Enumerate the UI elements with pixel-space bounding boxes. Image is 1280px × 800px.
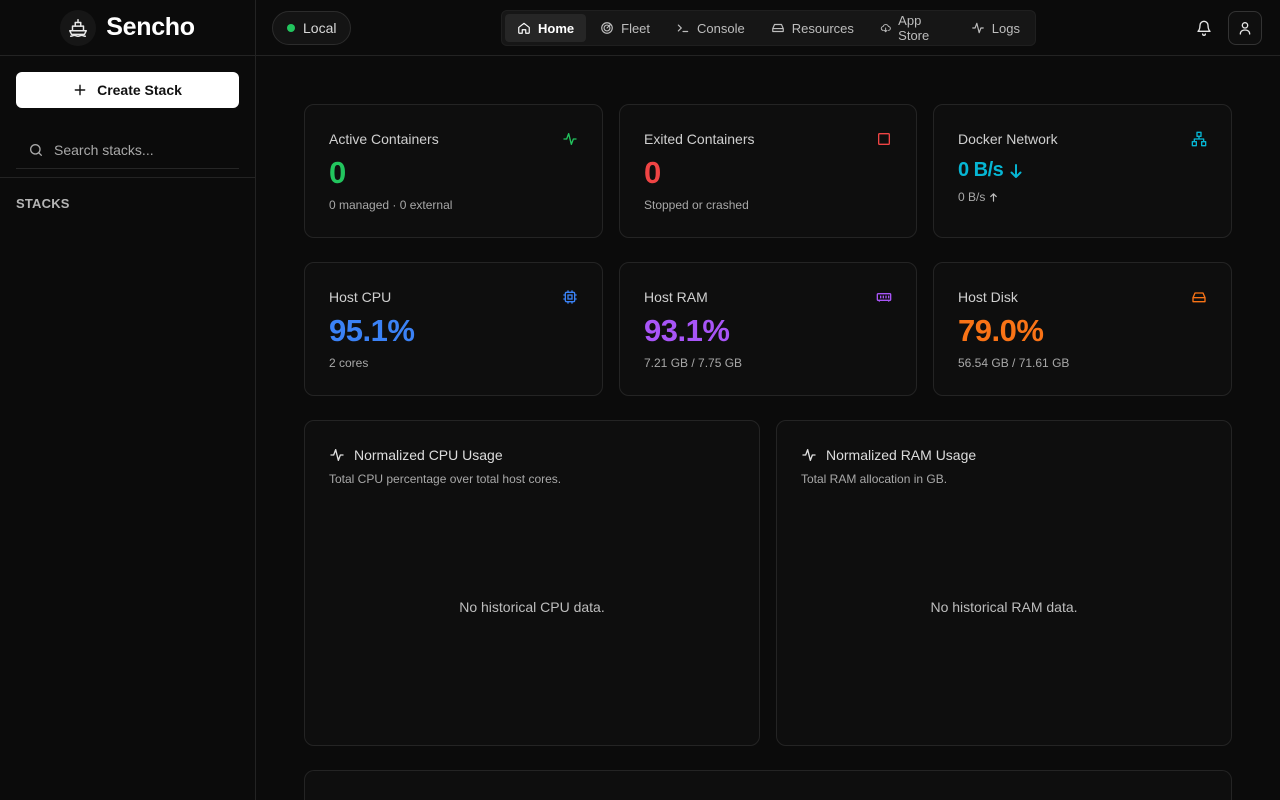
stat-title: Exited Containers	[644, 131, 755, 147]
home-icon	[518, 22, 530, 34]
notifications-button[interactable]	[1187, 11, 1221, 45]
active-containers-card: Active Containers 0 0 managed · 0 extern…	[304, 104, 603, 238]
tab-console-label: Console	[697, 20, 745, 36]
host-cpu-value: 95.1%	[329, 313, 415, 348]
host-disk-card: Host Disk 79.0% 56.54 GB / 71.61 GB	[933, 262, 1232, 396]
network-tx-value: 0 B/s	[958, 190, 999, 204]
host-cpu-sub: 2 cores	[329, 356, 369, 370]
tab-resources-label: Resources	[791, 20, 854, 36]
cpu-icon	[563, 290, 577, 304]
cpu-chart-title: Normalized CPU Usage	[329, 447, 503, 463]
ram-chart-title-text: Normalized RAM Usage	[826, 447, 977, 463]
activity-icon	[802, 449, 816, 461]
tab-resources[interactable]: Resources	[759, 14, 866, 42]
active-containers-value: 0	[329, 155, 346, 190]
node-status-dot	[287, 24, 295, 32]
host-cpu-card: Host CPU 95.1% 2 cores	[304, 262, 603, 396]
radar-icon	[601, 22, 613, 34]
main-nav: Home Fleet Console Resources App Store L…	[501, 10, 1036, 46]
next-panel-card	[304, 770, 1232, 800]
tab-app-store[interactable]: App Store	[868, 13, 957, 43]
stat-title: Active Containers	[329, 131, 439, 147]
ram-usage-chart-card: Normalized RAM Usage Total RAM allocatio…	[776, 420, 1232, 746]
stacks-section-label: STACKS	[16, 196, 70, 211]
user-icon	[1239, 22, 1251, 35]
tab-console[interactable]: Console	[664, 14, 757, 42]
exited-containers-value: 0	[644, 155, 661, 190]
activity-icon	[330, 449, 344, 461]
docker-network-card: Docker Network 0 B/s 0 B/s	[933, 104, 1232, 238]
tab-home-label: Home	[538, 20, 575, 36]
cpu-chart-title-text: Normalized CPU Usage	[354, 447, 503, 463]
terminal-icon	[677, 24, 689, 33]
host-disk-sub: 56.54 GB / 71.61 GB	[958, 356, 1070, 370]
stat-title: Docker Network	[958, 131, 1058, 147]
network-tx-text: 0 B/s	[958, 190, 986, 204]
search-icon	[30, 144, 42, 156]
memory-icon	[876, 293, 892, 302]
stack-search	[16, 132, 239, 169]
ram-chart-description: Total RAM allocation in GB.	[801, 472, 948, 486]
stat-title: Host RAM	[644, 289, 708, 305]
tab-home[interactable]: Home	[505, 14, 587, 42]
host-ram-card: Host RAM 93.1% 7.21 GB / 7.75 GB	[619, 262, 917, 396]
brand-name: Sencho	[106, 13, 195, 41]
cpu-chart-empty-state: No historical CPU data.	[459, 599, 605, 615]
search-input[interactable]	[54, 142, 234, 158]
node-selector[interactable]: Local	[272, 11, 352, 45]
ship-logo-icon	[60, 9, 97, 46]
drive-icon	[771, 23, 784, 33]
stat-title: Host Disk	[958, 289, 1018, 305]
ram-chart-empty-state: No historical RAM data.	[930, 599, 1078, 615]
bell-icon	[1197, 20, 1211, 36]
host-ram-value: 93.1%	[644, 313, 730, 348]
host-ram-sub: 7.21 GB / 7.75 GB	[644, 356, 743, 370]
network-rx-text: 0 B/s	[958, 159, 1004, 181]
brand[interactable]: Sencho	[0, 0, 255, 56]
activity-icon	[563, 133, 577, 145]
tab-fleet-label: Fleet	[621, 20, 651, 36]
create-stack-label: Create Stack	[97, 82, 182, 98]
arrow-down-icon	[1010, 163, 1022, 178]
arrow-up-icon	[990, 192, 998, 202]
node-label: Local	[303, 20, 337, 36]
ram-chart-title: Normalized RAM Usage	[801, 447, 976, 463]
user-menu-button[interactable]	[1228, 11, 1262, 45]
tab-logs[interactable]: Logs	[959, 14, 1032, 42]
plus-icon	[74, 84, 86, 96]
cpu-usage-chart-card: Normalized CPU Usage Total CPU percentag…	[304, 420, 760, 746]
network-icon	[1191, 131, 1207, 147]
hard-drive-icon	[1192, 292, 1206, 303]
network-rx-value: 0 B/s	[958, 159, 1025, 182]
exited-containers-sub: Stopped or crashed	[644, 198, 749, 212]
host-disk-value: 79.0%	[958, 313, 1044, 348]
active-containers-sub: 0 managed · 0 external	[329, 198, 453, 212]
tab-app-store-label: App Store	[898, 13, 930, 43]
cloud-download-icon	[880, 24, 891, 33]
tab-fleet[interactable]: Fleet	[588, 14, 662, 42]
sidebar-divider	[0, 177, 255, 178]
create-stack-button[interactable]: Create Stack	[16, 72, 239, 108]
stat-title: Host CPU	[329, 289, 392, 305]
activity-icon	[971, 22, 984, 34]
sidebar: Sencho Create Stack STACKS	[0, 0, 256, 800]
tab-logs-label: Logs	[991, 20, 1020, 36]
exited-containers-card: Exited Containers 0 Stopped or crashed	[619, 104, 917, 238]
square-icon	[878, 133, 890, 145]
topbar: Local Home Fleet Console Resources App S…	[256, 0, 1280, 56]
cpu-chart-description: Total CPU percentage over total host cor…	[329, 472, 562, 486]
